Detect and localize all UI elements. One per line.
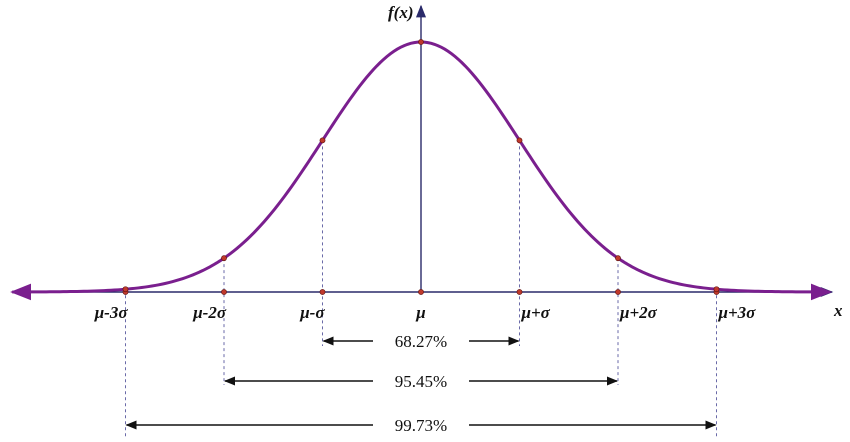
x-tick-labels: μ-3σ μ-2σ μ-σ μ μ+σ μ+2σ μ+3σ bbox=[94, 303, 756, 322]
x-tick-label: μ+2σ bbox=[619, 303, 658, 322]
curve-point bbox=[418, 39, 424, 45]
interval-label: 99.73% bbox=[395, 416, 447, 435]
axis-point bbox=[418, 289, 424, 295]
x-axis-label: x bbox=[833, 301, 843, 320]
x-tick-label: μ-2σ bbox=[192, 303, 227, 322]
axis-point bbox=[615, 289, 621, 295]
interval-label: 95.45% bbox=[395, 372, 447, 391]
x-tick-label: μ+3σ bbox=[718, 303, 757, 322]
axis-point bbox=[516, 289, 523, 295]
x-tick-label: μ-σ bbox=[299, 303, 325, 322]
curve-point bbox=[221, 255, 227, 262]
curve-point bbox=[122, 286, 129, 293]
curve-point bbox=[319, 137, 326, 144]
x-tick-label: μ bbox=[415, 303, 425, 322]
x-tick-label: μ-3σ bbox=[94, 303, 129, 322]
axis-point bbox=[319, 289, 326, 295]
interval-arrows: 68.27% 95.45% 99.73% bbox=[125, 332, 717, 435]
sigma-guide-lines bbox=[125, 140, 717, 437]
interval-label: 68.27% bbox=[395, 332, 447, 351]
y-axis-label: f(x) bbox=[388, 3, 413, 22]
curve-points bbox=[122, 39, 720, 295]
curve-point bbox=[516, 137, 523, 144]
curve-point bbox=[713, 286, 720, 293]
x-tick-label: μ+σ bbox=[521, 303, 551, 322]
curve-point bbox=[615, 255, 621, 262]
axis-point bbox=[221, 289, 227, 295]
